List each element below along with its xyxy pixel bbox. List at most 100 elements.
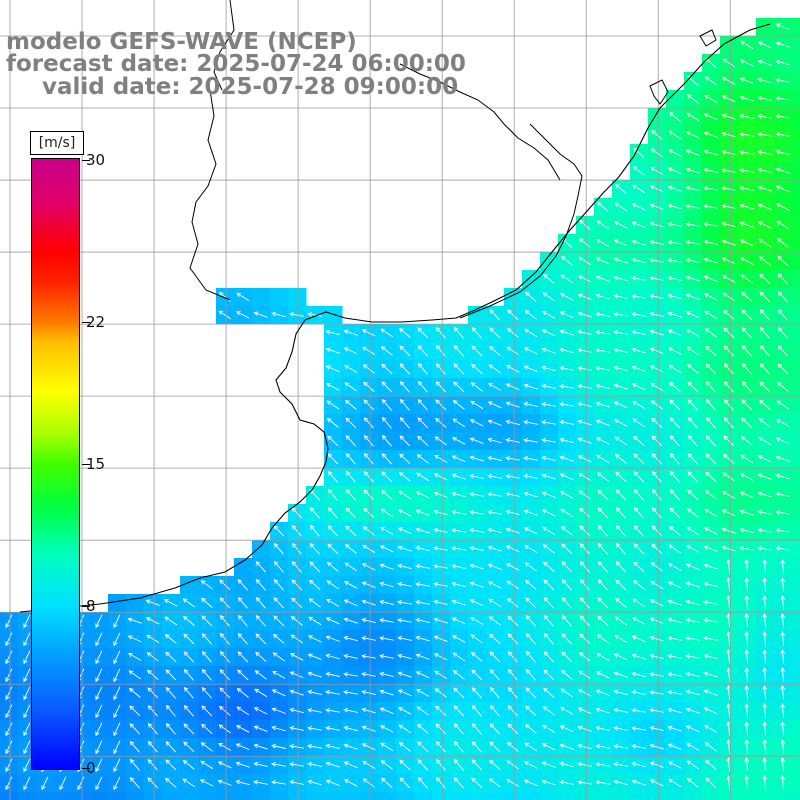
wind-arrow [469,455,484,462]
wind-arrow [578,490,591,500]
wind-arrow [399,345,411,357]
wind-arrow [631,653,646,660]
wind-arrow [237,669,249,681]
wind-speed-cell [432,792,451,800]
wind-arrow [236,688,249,698]
wind-arrow [541,402,556,407]
wind-arrow [505,509,520,516]
wind-arrow [739,473,754,481]
wind-arrow [739,527,754,534]
wind-arrow [200,580,213,590]
wind-arrow [433,473,448,481]
wind-arrow [722,292,736,302]
wind-arrow [309,543,320,555]
wind-arrow [703,707,718,715]
wind-arrow [757,114,772,119]
wind-arrow [614,454,627,464]
wind-arrow [434,688,447,698]
rio-de-la-plata-border [459,123,583,319]
wind-arrow [721,221,736,228]
wind-arrow [273,615,285,627]
wind-speed-cell [666,90,685,109]
wind-arrow [577,419,592,426]
wind-arrow [487,527,502,534]
wind-arrow [651,525,663,537]
wind-speed-cell [720,792,739,800]
wind-arrow [559,402,574,407]
wind-arrow [127,635,142,643]
wind-arrow [273,578,284,591]
wind-arrow [434,670,448,680]
wind-arrow [685,204,700,209]
wind-arrow [561,579,572,591]
wind-arrow [632,598,646,608]
wind-arrow [775,437,790,445]
wind-speed-cell [792,306,800,325]
wind-arrow [23,650,31,665]
wind-arrow [578,473,592,481]
wind-arrow [685,671,700,677]
wind-arrow [744,721,749,737]
wind-speed-cell [594,792,613,800]
wind-arrow [525,632,536,645]
wind-arrow [362,778,375,788]
wind-arrow [343,599,358,607]
wind-arrow [363,381,375,392]
wind-arrow [433,527,448,533]
wind-arrow [759,291,771,303]
wind-arrow [703,636,718,641]
wind-arrow [361,563,376,571]
wind-arrow [777,308,788,321]
wind-arrow [703,689,718,696]
wind-arrow [762,613,767,629]
wind-arrow [726,649,731,665]
wind-arrow [596,634,609,644]
wind-arrow [219,632,230,645]
wind-arrow [95,614,103,629]
wind-arrow [344,365,358,373]
wind-arrow [777,363,789,375]
wind-arrow [95,776,103,791]
wind-arrow [543,669,555,681]
wind-arrow [560,508,574,518]
wind-arrow [631,726,646,731]
wind-arrow [471,704,482,717]
wind-arrow [615,489,627,501]
wind-arrow [651,543,663,554]
wind-speed-cell [792,738,800,757]
wind-arrow [542,526,556,536]
wind-arrow [470,651,483,662]
wind-speed-cell [792,756,800,775]
wind-arrow [541,329,556,337]
wind-arrow [776,238,789,248]
wind-arrow [489,327,501,339]
wind-arrow [759,344,770,357]
wind-arrow [325,347,340,354]
wind-arrow [542,724,556,734]
wind-arrow [631,347,646,354]
wind-arrow [381,416,392,429]
wind-arrow [740,40,754,50]
wind-arrow [452,418,466,428]
wind-arrow [506,779,520,787]
wind-arrow [686,94,699,104]
wind-arrow [615,561,627,573]
wind-arrow [219,650,230,663]
wind-arrow [489,704,500,717]
wind-arrow [415,653,430,660]
wind-arrow [434,417,447,428]
wind-arrow [668,563,682,571]
wind-arrow [470,400,484,410]
wind-arrow [164,777,177,788]
wind-arrow [217,779,232,786]
wind-arrow [362,761,376,769]
wind-arrow [380,489,393,500]
wind-arrow [23,614,31,629]
wind-arrow [309,561,321,573]
wind-arrow [667,167,682,175]
wind-arrow [201,668,212,681]
wind-speed-cell [504,792,523,800]
wind-arrow [667,311,682,318]
wind-speed-cell [792,234,800,253]
wind-arrow [291,542,302,555]
